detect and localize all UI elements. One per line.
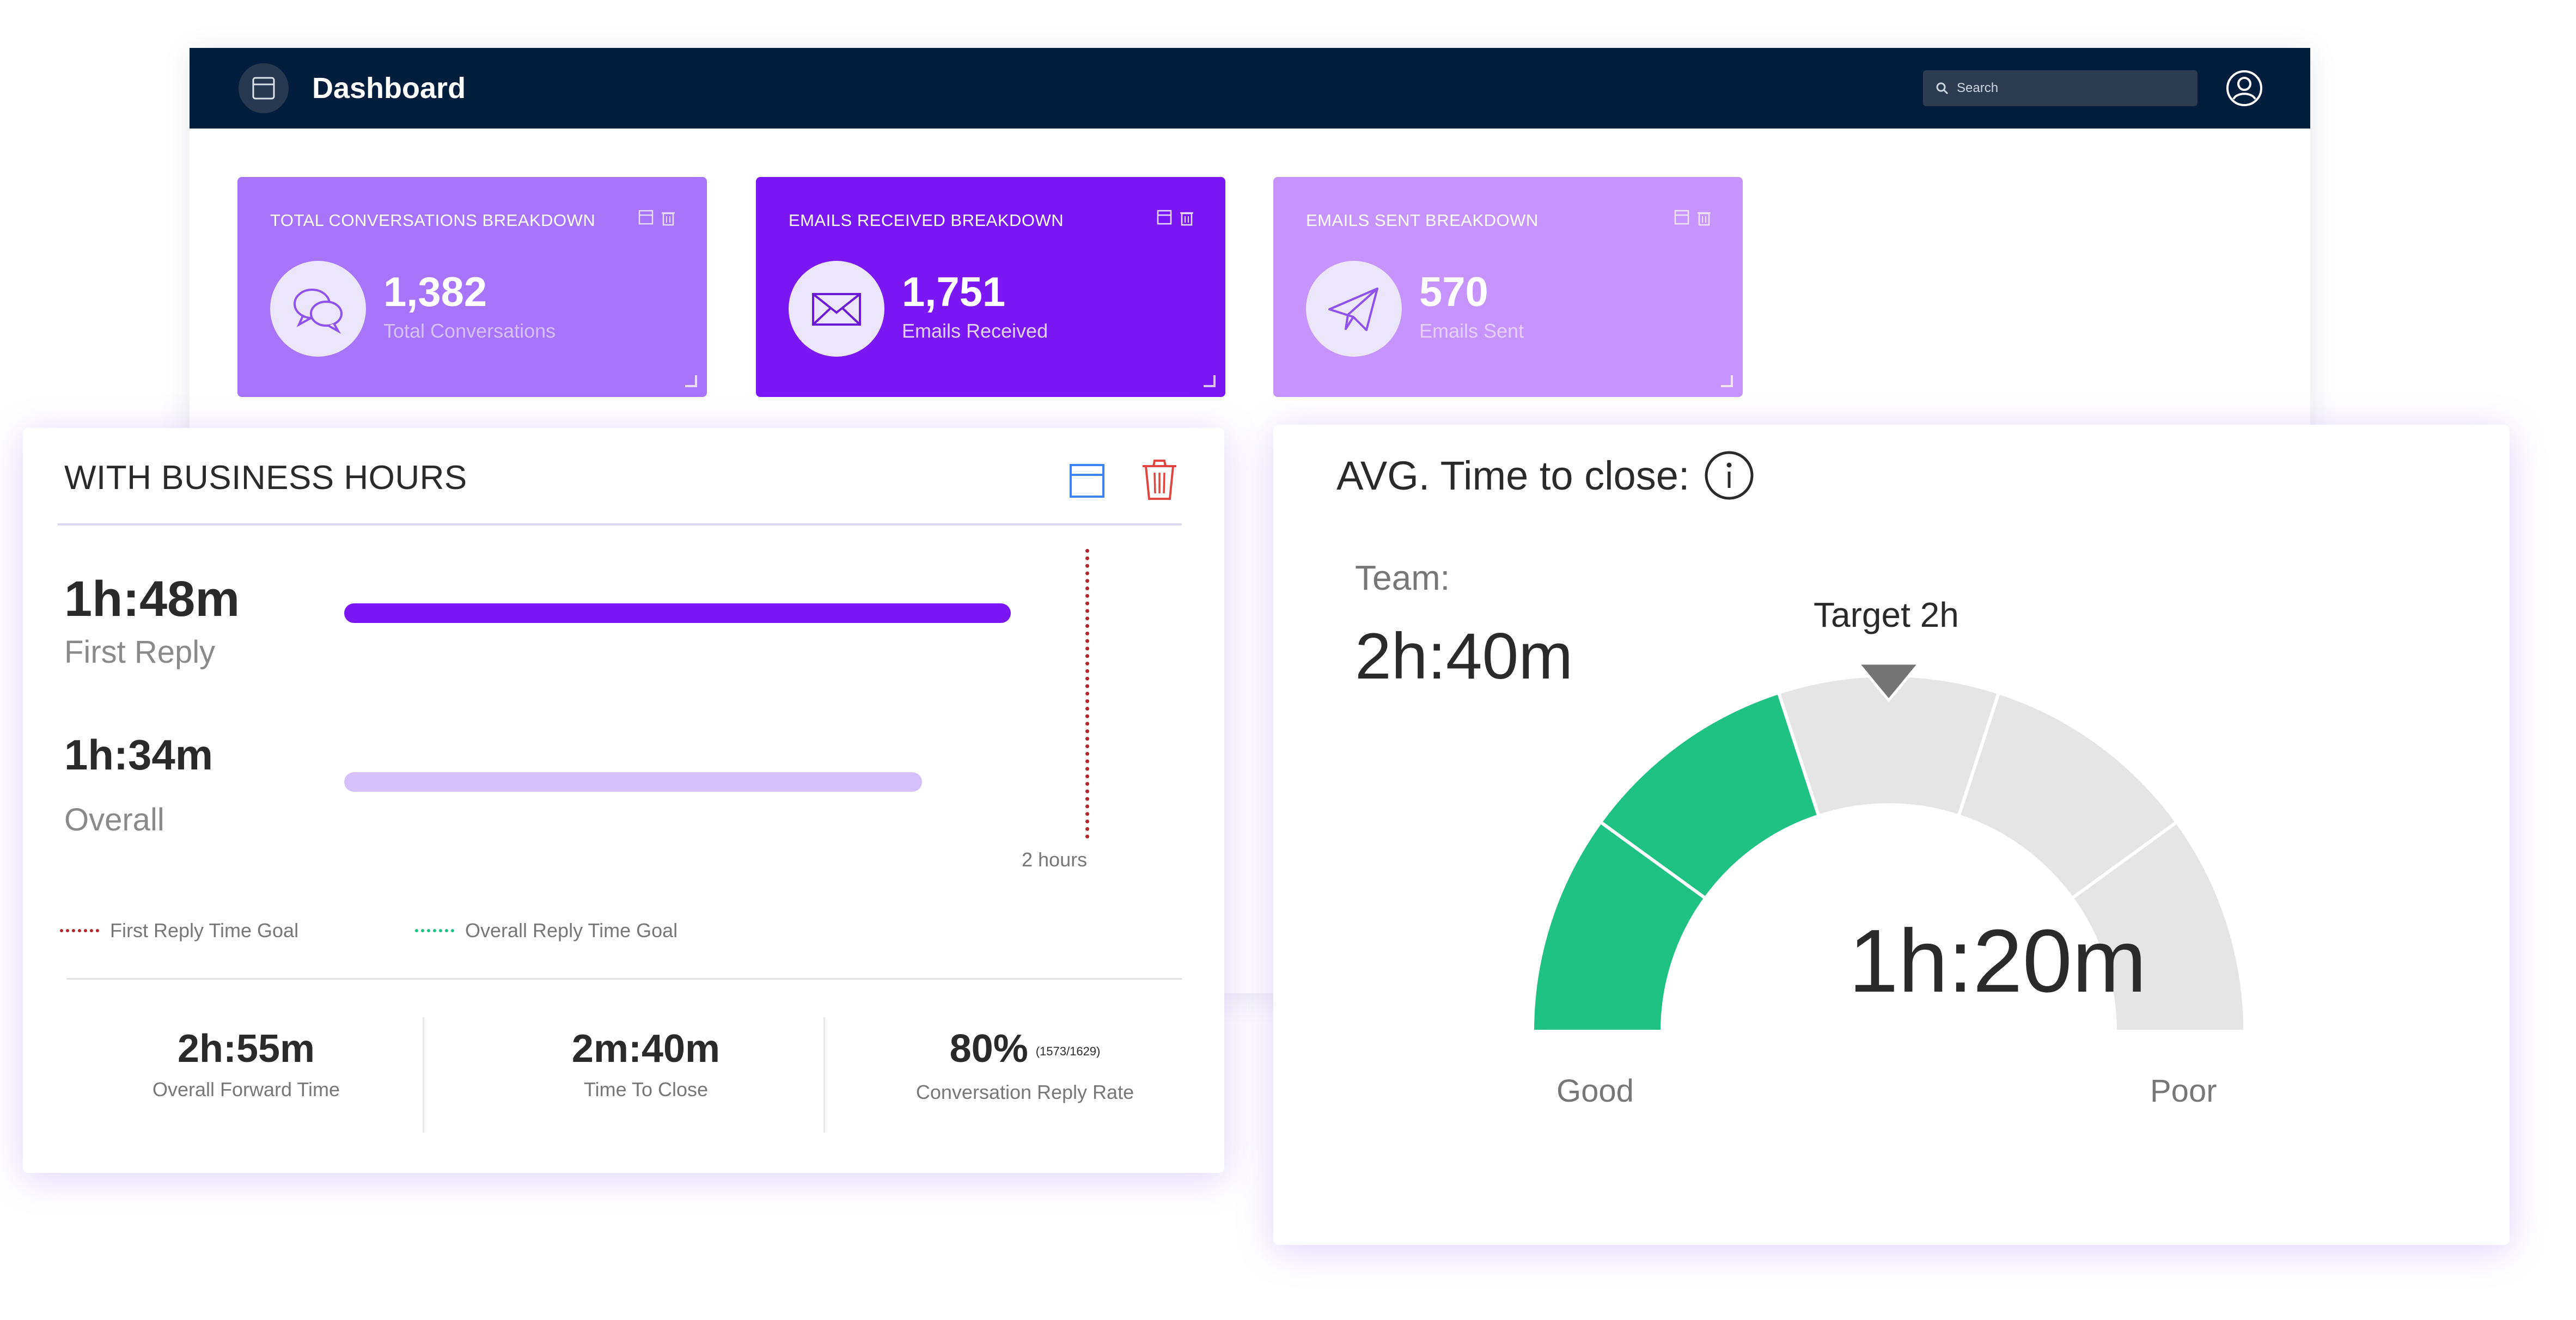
card-title: TOTAL CONVERSATIONS BREAKDOWN xyxy=(270,211,596,230)
goal-label: 2 hours xyxy=(1022,848,1088,871)
kpi-conversation-reply-rate: 80% (1573/1629) Conversation Reply Rate xyxy=(883,1027,1167,1104)
page-title: Dashboard xyxy=(312,72,466,105)
first-reply-value: 1h:48m xyxy=(64,571,240,627)
trash-icon[interactable] xyxy=(661,210,675,226)
layout-icon[interactable] xyxy=(1069,462,1107,500)
panel-title: WITH BUSINESS HOURS xyxy=(64,459,467,497)
first-reply-bar xyxy=(344,603,1011,623)
gauge-segment-5 xyxy=(2070,820,2247,1033)
overall-label: Overall xyxy=(64,802,164,838)
card-value: 1,751 xyxy=(902,269,1006,315)
team-value: 2h:40m xyxy=(1355,620,1573,693)
top-navigation-bar: Dashboard xyxy=(190,48,2310,129)
user-account-button[interactable] xyxy=(2225,69,2264,108)
green-dotted-line-icon xyxy=(415,929,454,932)
info-icon[interactable] xyxy=(1704,450,1755,501)
kpi-label: Conversation Reply Rate xyxy=(915,1080,1134,1103)
panel-title-row: AVG. Time to close: xyxy=(1336,450,1755,501)
red-dotted-line-icon xyxy=(60,929,99,932)
gauge-chart xyxy=(1530,662,2247,1033)
kpi-overall-forward-time: 2h:55m Overall Forward Time xyxy=(110,1027,382,1101)
card-tools xyxy=(1674,210,1711,226)
paper-plane-icon-circle xyxy=(1306,261,1402,357)
kpi-detail: (1573/1629) xyxy=(1035,1044,1101,1058)
legend-label: First Reply Time Goal xyxy=(110,919,299,942)
card-tools xyxy=(1157,210,1194,226)
poor-label: Poor xyxy=(2150,1073,2217,1109)
legend-overall-reply-goal: Overall Reply Time Goal xyxy=(415,919,677,942)
kpi-value-row: 80% (1573/1629) xyxy=(883,1027,1167,1073)
trash-icon[interactable] xyxy=(1140,457,1179,501)
layout-icon[interactable] xyxy=(1674,210,1689,225)
chat-bubbles-icon xyxy=(294,289,343,334)
search-box[interactable] xyxy=(1923,70,2197,106)
card-value: 570 xyxy=(1419,269,1488,315)
kpi-value: 2m:40m xyxy=(571,1027,721,1071)
resize-handle[interactable] xyxy=(685,375,697,387)
business-hours-panel: WITH BUSINESS HOURS 1h:48m First Reply 1… xyxy=(23,428,1224,1173)
trash-icon[interactable] xyxy=(1180,210,1194,226)
emails-sent-card[interactable]: EMAILS SENT BREAKDOWN 570 Emails Sent xyxy=(1273,177,1743,397)
target-label: Target 2h xyxy=(1814,595,1959,634)
card-label: Emails Sent xyxy=(1419,320,1524,342)
resize-handle[interactable] xyxy=(1204,375,1216,387)
emails-received-card[interactable]: EMAILS RECEIVED BREAKDOWN 1,751 Emails R… xyxy=(756,177,1225,397)
kpi-label: Overall Forward Time xyxy=(152,1078,340,1101)
envelope-icon xyxy=(812,293,861,326)
card-value: 1,382 xyxy=(383,269,487,315)
kpi-value: 2h:55m xyxy=(177,1027,315,1071)
total-conversations-card[interactable]: TOTAL CONVERSATIONS BREAKDOWN 1,382 Tota… xyxy=(237,177,707,397)
kpi-separator xyxy=(423,1017,424,1133)
kpi-value: 80% xyxy=(949,1027,1028,1071)
good-label: Good xyxy=(1556,1073,1634,1109)
overall-bar xyxy=(344,772,922,792)
envelope-icon-circle xyxy=(789,261,884,357)
kpi-separator xyxy=(823,1017,825,1133)
layout-icon[interactable] xyxy=(638,210,654,225)
search-input[interactable] xyxy=(1956,80,2187,96)
target-marker-icon xyxy=(1857,662,1921,702)
gauge-center-value: 1h:20m xyxy=(1848,911,2147,1011)
card-title: EMAILS SENT BREAKDOWN xyxy=(1306,211,1539,230)
avg-time-to-close-panel: AVG. Time to close: Team: 2h:40m Target … xyxy=(1273,425,2510,1245)
chat-bubbles-icon-circle xyxy=(270,261,366,357)
first-reply-label: First Reply xyxy=(64,634,216,670)
team-label: Team: xyxy=(1355,558,1450,597)
search-icon xyxy=(1935,81,1949,95)
card-tools xyxy=(638,210,675,226)
kpi-time-to-close: 2m:40m Time To Close xyxy=(510,1027,782,1101)
resize-handle[interactable] xyxy=(1721,375,1733,387)
panel-title: AVG. Time to close: xyxy=(1336,453,1690,498)
first-reply-goal-line xyxy=(1085,549,1089,839)
layout-icon[interactable] xyxy=(1157,210,1172,225)
card-label: Emails Received xyxy=(902,320,1048,342)
legend-first-reply-goal: First Reply Time Goal xyxy=(60,919,298,942)
card-label: Total Conversations xyxy=(383,320,556,342)
kpi-label: Time To Close xyxy=(583,1078,709,1101)
paper-plane-icon xyxy=(1328,288,1378,331)
user-avatar-icon xyxy=(2226,70,2262,106)
divider xyxy=(58,523,1182,525)
divider xyxy=(66,978,1182,980)
legend-label: Overall Reply Time Goal xyxy=(465,919,678,942)
overall-value: 1h:34m xyxy=(64,731,213,779)
trash-icon[interactable] xyxy=(1697,210,1711,226)
card-title: EMAILS RECEIVED BREAKDOWN xyxy=(789,211,1064,230)
layout-icon xyxy=(252,77,275,100)
dashboard-layout-button[interactable] xyxy=(239,63,289,113)
